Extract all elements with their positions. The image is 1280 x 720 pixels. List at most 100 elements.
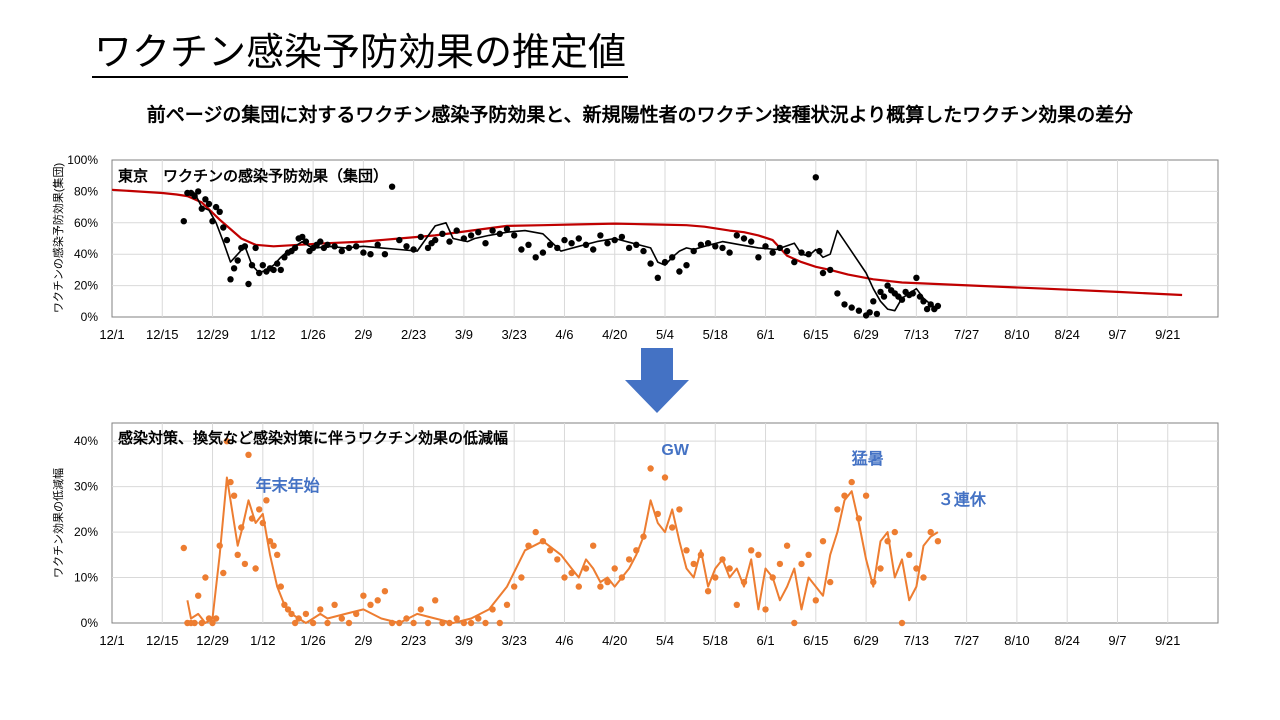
data-point <box>755 254 762 261</box>
x-tick-label: 6/29 <box>853 633 878 648</box>
data-point <box>618 233 626 241</box>
data-point <box>597 583 604 590</box>
data-point <box>669 254 676 261</box>
data-point <box>198 205 205 212</box>
y-tick-label: 10% <box>74 571 98 585</box>
data-point <box>202 574 209 581</box>
data-point <box>270 266 277 274</box>
x-tick-label: 5/18 <box>703 633 728 648</box>
data-point <box>230 492 238 499</box>
data-point <box>439 619 446 627</box>
data-point <box>324 619 331 627</box>
data-point <box>870 578 877 586</box>
x-tick-label: 6/15 <box>803 327 828 342</box>
y-tick-label: 40% <box>74 434 98 448</box>
data-point <box>683 262 690 269</box>
data-point <box>913 274 920 281</box>
slide-title: ワクチン感染予防効果の推定値 <box>92 30 629 78</box>
data-point <box>281 254 288 261</box>
data-point <box>277 266 284 274</box>
data-point <box>798 560 805 568</box>
data-point <box>432 236 439 244</box>
data-point <box>511 232 518 239</box>
data-point <box>367 251 374 258</box>
data-point <box>920 298 927 305</box>
data-point <box>460 619 468 627</box>
data-point <box>525 241 532 248</box>
data-point <box>575 235 582 242</box>
data-point <box>920 574 927 581</box>
data-point <box>906 551 913 558</box>
data-point <box>195 188 202 195</box>
data-point <box>432 597 439 604</box>
slide-subtitle: 前ページの集団に対するワクチン感染予防効果と、新規陽性者のワクチン接種状況より概… <box>146 105 1134 126</box>
data-point <box>453 615 460 622</box>
data-point <box>302 610 310 618</box>
data-point <box>661 474 669 481</box>
data-point <box>712 574 719 581</box>
x-tick-label: 12/1 <box>99 633 124 648</box>
x-tick-label: 2/9 <box>354 633 372 648</box>
data-point <box>291 619 299 627</box>
data-point <box>532 528 539 536</box>
data-point <box>880 293 888 300</box>
data-point <box>446 238 453 245</box>
x-tick-label: 6/1 <box>757 633 775 648</box>
data-point <box>898 619 906 627</box>
data-point <box>281 601 288 608</box>
x-tick-label: 8/10 <box>1004 633 1029 648</box>
data-point <box>791 619 798 627</box>
data-point <box>697 241 705 248</box>
annotation-label: GW <box>661 442 689 459</box>
x-tick-label: 12/15 <box>146 633 179 648</box>
data-point <box>625 556 633 563</box>
data-point <box>654 510 661 518</box>
x-tick-label: 1/26 <box>300 633 325 648</box>
data-point <box>532 254 539 261</box>
data-point <box>212 615 220 622</box>
annotation-label: ３連休 <box>938 490 987 509</box>
data-point <box>690 247 697 255</box>
x-tick-label: 9/7 <box>1108 327 1126 342</box>
data-point <box>554 556 561 563</box>
annotation-label: 猛暑 <box>851 449 884 468</box>
data-point <box>640 533 647 540</box>
data-point <box>234 551 241 558</box>
data-point <box>388 183 396 190</box>
data-point <box>317 238 324 245</box>
data-point <box>819 538 827 545</box>
data-point <box>568 240 575 247</box>
data-point <box>769 574 776 581</box>
data-point <box>884 538 891 545</box>
data-point <box>654 274 661 281</box>
data-point <box>374 597 381 604</box>
data-point <box>776 560 784 568</box>
x-tick-label: 3/9 <box>455 327 473 342</box>
data-point <box>791 258 798 266</box>
data-point <box>891 528 898 536</box>
data-point <box>396 619 403 627</box>
data-point <box>913 565 920 572</box>
data-point <box>410 246 417 253</box>
x-tick-label: 9/21 <box>1155 633 1180 648</box>
data-point <box>360 249 367 256</box>
data-point <box>453 227 460 234</box>
x-tick-label: 5/4 <box>656 327 674 342</box>
data-point <box>223 236 231 244</box>
data-point <box>855 515 863 522</box>
data-point <box>324 241 331 248</box>
data-point <box>489 227 496 234</box>
chart1-series <box>111 174 1183 319</box>
data-point <box>625 244 633 252</box>
data-point <box>284 606 292 613</box>
y-tick-label: 60% <box>74 216 98 230</box>
data-point <box>582 241 590 248</box>
data-point <box>848 304 855 311</box>
data-point <box>934 302 942 310</box>
chart2-title: 感染対策、換気など感染対策に伴うワクチン効果の低減幅 <box>118 429 508 447</box>
data-point <box>299 233 306 241</box>
chart2-series <box>180 438 942 627</box>
data-point <box>503 601 511 608</box>
chart1-y-ticks: 0% 20% 40% 60% 80% 100% <box>67 153 98 324</box>
